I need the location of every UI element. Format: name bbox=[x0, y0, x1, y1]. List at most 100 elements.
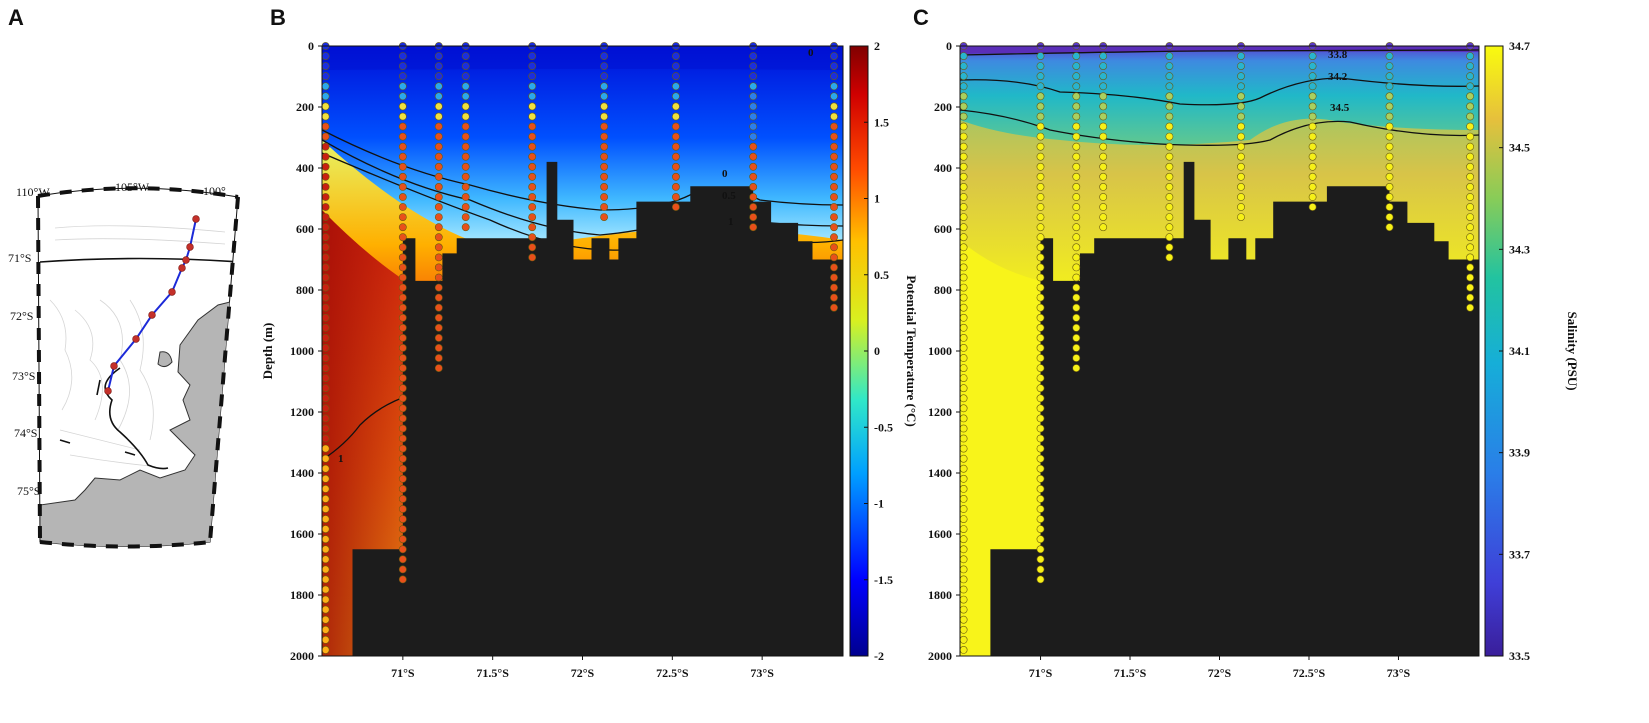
station-sample-point bbox=[1466, 92, 1474, 101]
station-sample-point bbox=[1036, 132, 1045, 141]
station-sample-point bbox=[1237, 92, 1245, 101]
station-sample-point bbox=[1237, 172, 1245, 181]
station-sample-point bbox=[321, 122, 330, 131]
y-tick-label: 2000 bbox=[928, 649, 952, 663]
colorbar-tick-label: 34.3 bbox=[1509, 242, 1530, 256]
station-sample-point bbox=[1099, 213, 1108, 221]
station-sample-point bbox=[321, 545, 330, 554]
station-sample-point bbox=[1099, 223, 1108, 232]
station-sample-point bbox=[1466, 182, 1474, 191]
station-sample-point bbox=[1466, 243, 1474, 252]
station-sample-point bbox=[528, 82, 537, 91]
station-sample-point bbox=[321, 525, 330, 533]
station-sample-point bbox=[672, 132, 680, 141]
station-sample-point bbox=[959, 92, 968, 101]
station-sample-point bbox=[321, 102, 330, 111]
contour-1-deep bbox=[322, 394, 411, 461]
station-sample-point bbox=[1466, 213, 1474, 221]
y-tick-label: 1400 bbox=[928, 466, 952, 480]
station-sample-point bbox=[1036, 203, 1045, 211]
station-sample-point bbox=[959, 112, 968, 121]
station-sample-point bbox=[461, 182, 470, 191]
salinity-bathymetry bbox=[990, 161, 1479, 656]
panel-letter-c: C bbox=[913, 5, 929, 30]
map-lat-label-71: 71°S bbox=[8, 251, 31, 265]
station-sample-point bbox=[1165, 72, 1174, 81]
station-sample-point bbox=[1072, 323, 1081, 332]
station-sample-point bbox=[1099, 72, 1108, 81]
station-sample-point bbox=[461, 52, 470, 60]
station-sample-point bbox=[398, 283, 407, 292]
station-sample-point bbox=[321, 112, 330, 121]
station-sample-point bbox=[1036, 283, 1045, 292]
temperature-x-ticks: 71°S 71.5°S 72°S 72.5°S 73°S bbox=[391, 656, 774, 680]
station-sample-point bbox=[1036, 303, 1045, 312]
station-sample-point bbox=[321, 484, 330, 493]
station-sample-point bbox=[1466, 132, 1474, 141]
station-sample-point bbox=[1466, 142, 1474, 151]
station-sample-point bbox=[600, 112, 608, 121]
station-sample-point bbox=[1385, 132, 1394, 141]
station-sample-point bbox=[1099, 82, 1108, 91]
y-tick-label: 600 bbox=[934, 222, 952, 236]
panel-letter-b: B bbox=[270, 5, 286, 30]
contour-0 bbox=[322, 129, 843, 211]
station-sample-point bbox=[1165, 243, 1174, 252]
station-sample-point bbox=[321, 464, 330, 473]
station-sample-point bbox=[398, 102, 407, 111]
station-sample-point bbox=[830, 102, 838, 111]
station-sample-point bbox=[959, 575, 968, 584]
station-sample-point bbox=[1099, 142, 1108, 151]
map-panel: 110°W 105°W 100° 71°S 72°S 73°S 74°S 75°… bbox=[8, 180, 240, 549]
station-sample-point bbox=[461, 112, 470, 121]
station-sample-point bbox=[398, 223, 407, 232]
station-sample-point bbox=[398, 374, 407, 382]
station-sample-point bbox=[959, 102, 968, 111]
station-sample-point bbox=[959, 62, 968, 70]
station-sample-point bbox=[1036, 263, 1045, 272]
colorbar-tick-label: 0.5 bbox=[874, 268, 889, 282]
station-sample-point bbox=[1165, 193, 1174, 201]
station-sample-point bbox=[434, 122, 443, 131]
station-sample-point bbox=[398, 112, 407, 121]
station-sample-point bbox=[321, 615, 330, 624]
station-sample-point bbox=[1165, 253, 1174, 262]
map-island bbox=[157, 351, 173, 368]
temperature-colorbar-label: Potential Temperature (°C) bbox=[904, 275, 919, 427]
station-sample-point bbox=[461, 142, 470, 151]
station-sample-point bbox=[434, 303, 443, 312]
station-sample-point bbox=[321, 52, 330, 60]
station-sample-point bbox=[321, 283, 330, 292]
station-sample-point bbox=[398, 62, 407, 70]
station-sample-point bbox=[398, 515, 407, 523]
contour-label-temp-0.5: 0.5 bbox=[722, 190, 736, 202]
station-sample-point bbox=[830, 243, 838, 252]
station-sample-point bbox=[1036, 565, 1045, 574]
station-sample-point bbox=[434, 364, 443, 372]
station-sample-point bbox=[398, 303, 407, 312]
station-sample-point bbox=[830, 233, 838, 242]
station-sample-point bbox=[959, 595, 968, 604]
y-tick-label: 1000 bbox=[290, 344, 314, 358]
station-sample-point bbox=[461, 162, 470, 171]
station-sample-point bbox=[398, 394, 407, 403]
station-sample-point bbox=[1237, 112, 1245, 121]
station-sample-point bbox=[434, 193, 443, 201]
contour-label-temp-top: 0 bbox=[808, 47, 814, 59]
station-sample-point bbox=[959, 414, 968, 423]
station-sample-point bbox=[959, 494, 968, 503]
station-sample-point bbox=[959, 646, 968, 654]
station-sample-point bbox=[600, 52, 608, 60]
station-sample-point bbox=[600, 142, 608, 151]
colorbar-tick-label: -1.5 bbox=[874, 573, 893, 587]
station-sample-point bbox=[1099, 102, 1108, 111]
station-sample-point bbox=[1099, 203, 1108, 211]
station-sample-point bbox=[1165, 213, 1174, 221]
station-sample-point bbox=[434, 112, 443, 121]
salinity-section: 33.8 34.2 34.5 0 200 400 600 800 1000 1200 1400… bbox=[928, 39, 1580, 680]
station-sample-point bbox=[434, 72, 443, 81]
station-sample-point bbox=[1072, 333, 1081, 342]
station-sample-point bbox=[1237, 102, 1245, 111]
station-sample-point bbox=[1072, 112, 1081, 121]
station-sample-point bbox=[959, 424, 968, 433]
